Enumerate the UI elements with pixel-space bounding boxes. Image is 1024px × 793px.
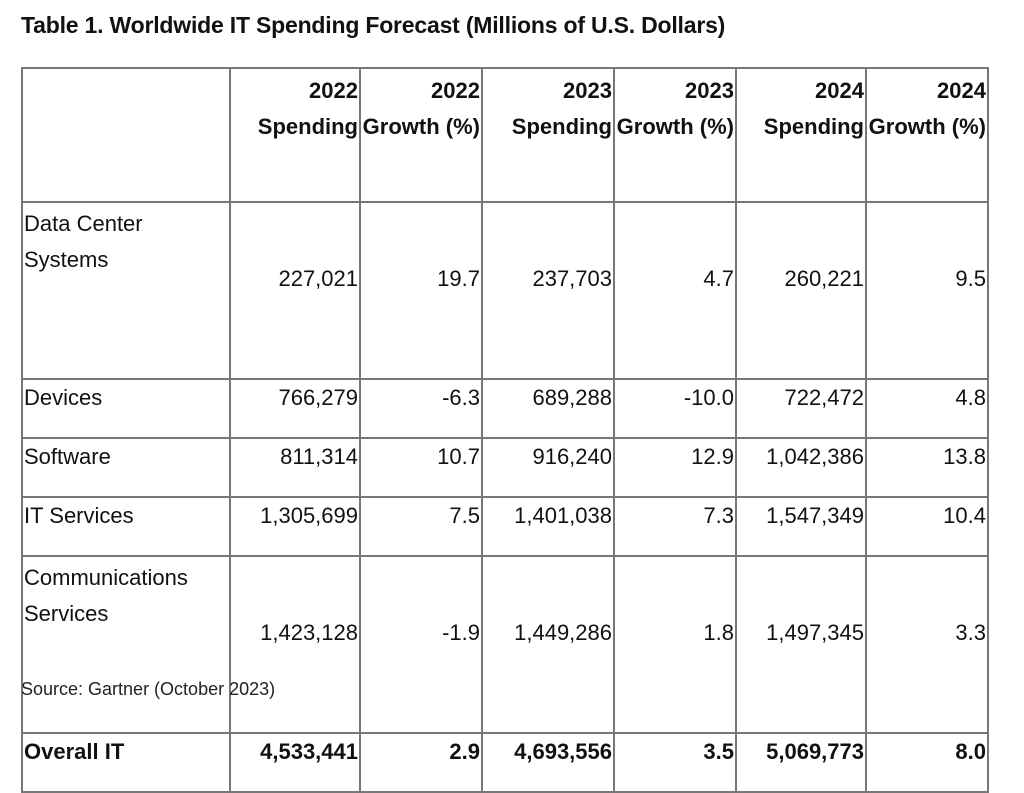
cell-2024-spending: 260,221 [735, 201, 867, 380]
cell-2022-growth: 10.7 [359, 437, 483, 498]
row-label: Devices [21, 378, 231, 439]
table-row: Communications Services 1,423,128 -1.9 1… [21, 555, 989, 734]
source-note: Source: Gartner (October 2023) [21, 679, 276, 699]
cell-2022-growth: -1.9 [359, 555, 483, 734]
cell-2024-spending: 1,547,349 [735, 496, 867, 557]
header-2022-growth: 2022 Growth (%) [359, 67, 483, 203]
cell-2023-spending: 4,693,556 [481, 732, 615, 793]
cell-2023-spending: 916,240 [481, 437, 615, 498]
cell-2023-spending: 237,703 [481, 201, 615, 380]
total-row: Overall IT 4,533,441 2.9 4,693,556 3.5 5… [21, 732, 989, 793]
cell-2023-growth: -10.0 [613, 378, 737, 439]
cell-2022-spending: 766,279 [229, 378, 361, 439]
row-label: Data Center Systems [21, 201, 231, 380]
cell-2024-growth: 4.8 [865, 378, 989, 439]
cell-2022-spending: 1,423,128 [229, 555, 361, 734]
header-2023-growth: 2023 Growth (%) [613, 67, 737, 203]
row-label: Communications Services [21, 555, 231, 734]
table-row: Devices 766,279 -6.3 689,288 -10.0 722,4… [21, 378, 989, 439]
cell-2022-spending: 227,021 [229, 201, 361, 380]
cell-2022-spending: 811,314 [229, 437, 361, 498]
cell-2024-growth: 10.4 [865, 496, 989, 557]
cell-2022-growth: 7.5 [359, 496, 483, 557]
cell-2023-spending: 1,449,286 [481, 555, 615, 734]
cell-2024-spending: 5,069,773 [735, 732, 867, 793]
cell-2022-spending: 1,305,699 [229, 496, 361, 557]
header-row: 2022 Spending 2022 Growth (%) 2023 Spend… [21, 67, 989, 203]
header-2022-spending: 2022 Spending [229, 67, 361, 203]
cell-2023-spending: 1,401,038 [481, 496, 615, 557]
header-category [21, 67, 231, 203]
cell-2024-growth: 13.8 [865, 437, 989, 498]
it-spending-table: 2022 Spending 2022 Growth (%) 2023 Spend… [21, 67, 989, 793]
cell-2024-spending: 1,497,345 [735, 555, 867, 734]
cell-2023-growth: 1.8 [613, 555, 737, 734]
table-title: Table 1. Worldwide IT Spending Forecast … [21, 12, 726, 38]
cell-2024-growth: 3.3 [865, 555, 989, 734]
cell-2024-growth: 9.5 [865, 201, 989, 380]
row-label: IT Services [21, 496, 231, 557]
header-2024-spending: 2024 Spending [735, 67, 867, 203]
row-label: Overall IT [21, 732, 231, 793]
cell-2022-spending: 4,533,441 [229, 732, 361, 793]
row-label: Software [21, 437, 231, 498]
cell-2022-growth: -6.3 [359, 378, 483, 439]
cell-2023-growth: 7.3 [613, 496, 737, 557]
cell-2022-growth: 2.9 [359, 732, 483, 793]
cell-2023-growth: 12.9 [613, 437, 737, 498]
cell-2022-growth: 19.7 [359, 201, 483, 380]
cell-2024-growth: 8.0 [865, 732, 989, 793]
cell-2023-growth: 3.5 [613, 732, 737, 793]
table-row: Software 811,314 10.7 916,240 12.9 1,042… [21, 437, 989, 498]
cell-2023-growth: 4.7 [613, 201, 737, 380]
table-row: Data Center Systems 227,021 19.7 237,703… [21, 201, 989, 380]
cell-2024-spending: 1,042,386 [735, 437, 867, 498]
header-2024-growth: 2024 Growth (%) [865, 67, 989, 203]
cell-2024-spending: 722,472 [735, 378, 867, 439]
header-2023-spending: 2023 Spending [481, 67, 615, 203]
table-row: IT Services 1,305,699 7.5 1,401,038 7.3 … [21, 496, 989, 557]
cell-2023-spending: 689,288 [481, 378, 615, 439]
